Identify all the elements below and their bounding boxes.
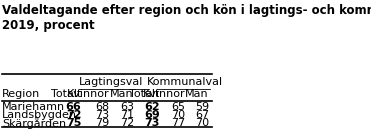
Text: Valdeltagande efter region och kön i lagtings- och kommunalvalen
2019, procent: Valdeltagande efter region och kön i lag…: [2, 4, 371, 32]
Text: 59: 59: [195, 102, 209, 112]
Text: 79: 79: [95, 118, 109, 128]
Text: Kvinnor: Kvinnor: [67, 89, 109, 99]
Text: 70: 70: [195, 118, 209, 128]
Text: 63: 63: [120, 102, 134, 112]
Text: 71: 71: [120, 110, 134, 120]
Text: 62: 62: [144, 102, 160, 112]
Text: 68: 68: [95, 102, 109, 112]
Text: 67: 67: [195, 110, 209, 120]
Text: 73: 73: [144, 118, 160, 128]
Text: Region: Region: [2, 89, 40, 99]
Text: 69: 69: [144, 110, 160, 120]
Text: 73: 73: [95, 110, 109, 120]
Text: 72: 72: [120, 118, 134, 128]
Text: Män: Män: [185, 89, 209, 99]
Text: Totalt: Totalt: [129, 89, 160, 99]
Text: 77: 77: [171, 118, 186, 128]
Text: 72: 72: [66, 110, 81, 120]
Text: Landsbygden: Landsbygden: [2, 110, 77, 120]
Text: Skärgården: Skärgården: [2, 117, 66, 129]
Text: Mariehamn: Mariehamn: [2, 102, 65, 112]
Text: 65: 65: [171, 102, 186, 112]
Text: 75: 75: [66, 118, 81, 128]
Text: 66: 66: [66, 102, 81, 112]
Text: Kommunalval: Kommunalval: [147, 77, 223, 87]
Text: Lagtingsval: Lagtingsval: [79, 77, 143, 87]
Text: Män: Män: [110, 89, 134, 99]
Text: Totalt: Totalt: [51, 89, 81, 99]
Text: 70: 70: [171, 110, 186, 120]
Text: Kvinnor: Kvinnor: [143, 89, 186, 99]
